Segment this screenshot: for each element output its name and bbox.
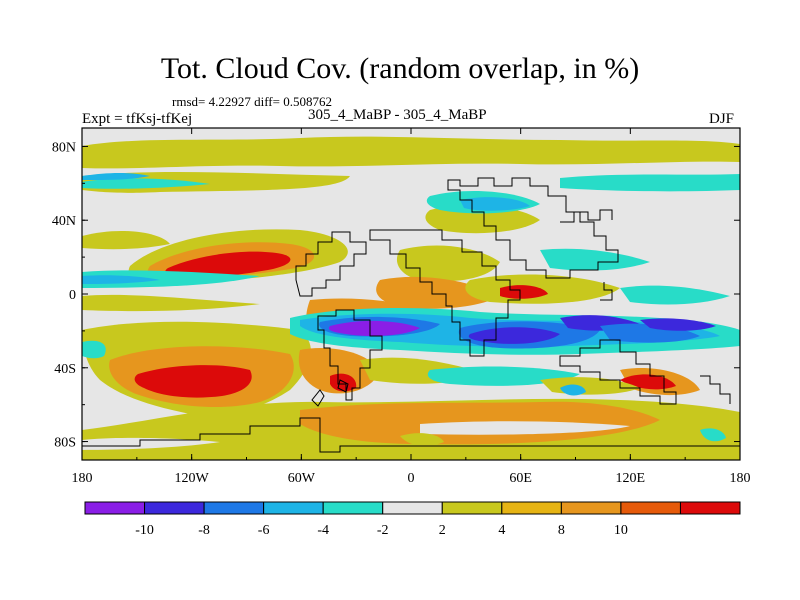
filled-contours bbox=[82, 128, 740, 460]
colorbar-swatch bbox=[263, 501, 324, 515]
neutral-antarctic-west bbox=[82, 437, 220, 450]
yellow-tropical-atlantic bbox=[396, 245, 500, 282]
cyan-band-north-pacific bbox=[82, 178, 210, 189]
cyan-india bbox=[540, 248, 650, 271]
blue-eq-west-pacific bbox=[82, 275, 160, 284]
cyan-south-west-pacific bbox=[82, 340, 106, 359]
lon-tick-label: 120E bbox=[616, 471, 646, 486]
purple-amazon bbox=[328, 320, 420, 336]
south-america-coast bbox=[317, 309, 383, 401]
new-zealand-coast bbox=[700, 375, 731, 404]
colorbar-swatch bbox=[620, 501, 681, 515]
darkblue-west-pacific bbox=[640, 318, 716, 331]
experiment-label: Expt = tfKsj-tfKej bbox=[82, 111, 193, 127]
colorbar-swatch bbox=[501, 501, 562, 515]
colorbar: -10 -8 -6 -4 -2 2 4 8 10 bbox=[84, 501, 741, 538]
antarctica-coast bbox=[82, 417, 740, 453]
lon-tick-label: 120W bbox=[175, 471, 210, 486]
africa-coast bbox=[369, 229, 521, 357]
red-east-africa bbox=[500, 285, 548, 299]
blue-streak-north bbox=[82, 173, 150, 180]
yellow-eq-pacific bbox=[82, 294, 260, 312]
east-asia-coast bbox=[560, 209, 613, 223]
lon-tick-label: 180 bbox=[730, 471, 751, 486]
colorbar-swatch bbox=[84, 501, 146, 515]
case-names-label: 305_4_MaBP - 305_4_MaBP bbox=[308, 107, 487, 123]
falklands-coast bbox=[311, 389, 325, 407]
longitude-axis: 180 120W 60W 0 60E 120E 180 bbox=[72, 128, 751, 486]
stats-label: rmsd= 4.22927 diff= 0.508762 bbox=[172, 94, 332, 109]
latitude-axis: 80N 40N 0 40S 80S bbox=[52, 140, 740, 451]
north-america-coast bbox=[295, 231, 367, 297]
colorbar-label: -8 bbox=[198, 523, 210, 538]
colorbar-label: 2 bbox=[439, 523, 446, 538]
yellow-band-arctic bbox=[82, 136, 740, 169]
lon-tick-label: 0 bbox=[408, 471, 415, 486]
coastlines bbox=[82, 177, 740, 453]
lat-tick-label: 80N bbox=[52, 140, 76, 155]
cyan-west-pacific-north bbox=[620, 285, 730, 305]
lat-tick-label: 80S bbox=[54, 436, 76, 451]
lat-tick-label: 40S bbox=[54, 362, 76, 377]
south-atlantic-island-coast bbox=[337, 379, 349, 393]
colorbar-swatch bbox=[441, 501, 503, 515]
eurasia-coast bbox=[447, 177, 619, 279]
colorbar-label: -6 bbox=[258, 523, 270, 538]
lat-tick-label: 0 bbox=[69, 288, 76, 303]
yellow-blob bbox=[216, 333, 238, 344]
yellow-blob-south bbox=[400, 433, 444, 446]
red-north-pacific bbox=[165, 251, 291, 279]
cyan-blob-south bbox=[700, 428, 726, 442]
blue-europe bbox=[460, 197, 530, 211]
plot-title: Tot. Cloud Cov. (random overlap, in %) bbox=[160, 52, 640, 85]
australia-coast bbox=[559, 339, 677, 405]
red-south-atlantic bbox=[330, 373, 357, 392]
colorbar-label: 4 bbox=[498, 523, 505, 538]
lon-tick-label: 180 bbox=[72, 471, 93, 486]
colorbar-swatch bbox=[203, 501, 265, 515]
lon-tick-label: 60E bbox=[509, 471, 532, 486]
colorbar-label: -4 bbox=[317, 523, 329, 538]
red-south-pacific bbox=[134, 365, 252, 398]
colorbar-swatch bbox=[382, 501, 443, 515]
cyan-eq-west-pacific bbox=[82, 270, 260, 288]
colorbar-swatch bbox=[560, 501, 622, 515]
lon-tick-label: 60W bbox=[288, 471, 316, 486]
lat-tick-label: 40N bbox=[52, 214, 76, 229]
colorbar-swatch bbox=[144, 501, 205, 515]
yellow-west-pacific bbox=[82, 230, 170, 250]
colorbar-label: -10 bbox=[135, 523, 154, 538]
colorbar-swatch bbox=[679, 501, 741, 515]
colorbar-label: 8 bbox=[558, 523, 565, 538]
season-label: DJF bbox=[709, 111, 735, 127]
colorbar-label: 10 bbox=[614, 523, 628, 538]
colorbar-swatch bbox=[322, 501, 384, 515]
cyan-band-siberia bbox=[560, 174, 740, 192]
neutral-antarctic-east bbox=[420, 421, 630, 435]
colorbar-label: -2 bbox=[377, 523, 389, 538]
indonesia-coast bbox=[600, 282, 613, 301]
blue-blob-south-indian bbox=[560, 384, 586, 396]
